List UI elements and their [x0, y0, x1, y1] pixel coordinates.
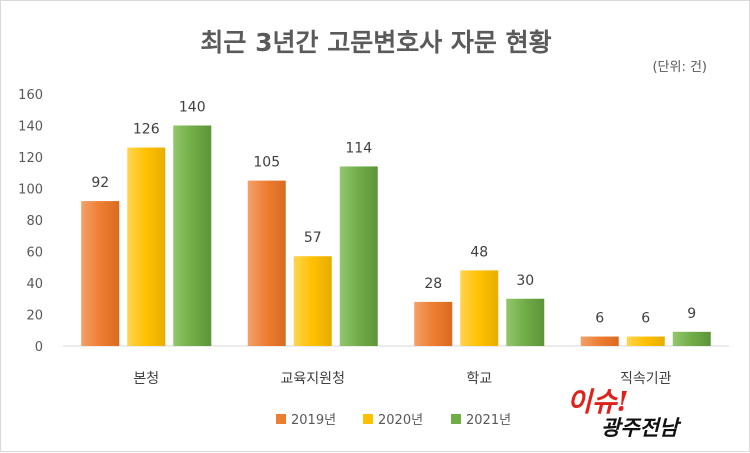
y-tick-label: 40 — [26, 277, 43, 292]
data-label: 92 — [91, 175, 109, 191]
bar-2020년-직속기관 — [626, 336, 665, 346]
bar-2021년-학교 — [506, 298, 545, 346]
unit-note: (단위: 건) — [652, 60, 707, 75]
data-label: 6 — [595, 311, 604, 327]
data-label: 6 — [641, 311, 650, 327]
legend-swatch — [363, 414, 373, 424]
bar-2019년-학교 — [414, 301, 453, 346]
y-tick-label: 0 — [35, 340, 43, 355]
y-axis: 0 20 40 60 80 100 120 140 160 — [18, 88, 43, 355]
legend-label: 2020년 — [378, 413, 423, 428]
data-label: 105 — [253, 155, 280, 171]
bar-2019년-교육지원청 — [247, 180, 286, 346]
bar-2019년-본청 — [81, 201, 120, 346]
chart-title: 최근 3년간 고문변호사 자문 현황 — [200, 28, 551, 57]
y-tick-label: 20 — [26, 309, 43, 324]
category-label: 학교 — [466, 371, 492, 387]
y-tick-label: 100 — [18, 183, 43, 198]
legend-swatch — [451, 414, 461, 424]
data-label: 140 — [179, 100, 206, 116]
logo-text-1: 이슈! — [567, 387, 629, 418]
data-label: 9 — [687, 306, 696, 322]
category-labels: 본청 교육지원청 학교 직속기관 — [133, 371, 671, 387]
data-label: 28 — [424, 276, 442, 292]
bar-2020년-본청 — [127, 147, 166, 346]
legend-label: 2019년 — [291, 413, 336, 428]
bar-2020년-교육지원청 — [293, 256, 332, 346]
bar-series-group: 92 126 140 105 57 114 28 48 30 6 6 9 — [81, 100, 711, 346]
category-label: 직속기관 — [620, 371, 672, 387]
data-label: 114 — [345, 140, 372, 156]
legend-swatch — [276, 414, 286, 424]
bar-2021년-본청 — [173, 125, 212, 346]
bar-2020년-학교 — [460, 270, 499, 346]
category-label: 본청 — [133, 371, 159, 387]
y-tick-label: 140 — [18, 120, 43, 135]
data-label: 126 — [133, 122, 160, 138]
bar-2021년-직속기관 — [672, 331, 711, 346]
y-tick-label: 120 — [18, 151, 43, 166]
data-label: 57 — [304, 230, 322, 246]
y-tick-label: 60 — [26, 246, 43, 261]
legend: 2019년 2020년 2021년 — [276, 413, 511, 428]
data-label: 48 — [470, 244, 488, 260]
data-label: 30 — [516, 273, 534, 289]
y-tick-label: 80 — [26, 214, 43, 229]
y-tick-label: 160 — [18, 88, 43, 103]
bar-2021년-교육지원청 — [339, 166, 378, 346]
category-label: 교육지원청 — [281, 371, 345, 387]
bar-2019년-직속기관 — [580, 336, 619, 346]
legend-label: 2021년 — [466, 413, 511, 428]
issue-logo: 이슈! 광주전남 — [567, 387, 682, 440]
logo-text-2: 광주전남 — [601, 415, 682, 440]
